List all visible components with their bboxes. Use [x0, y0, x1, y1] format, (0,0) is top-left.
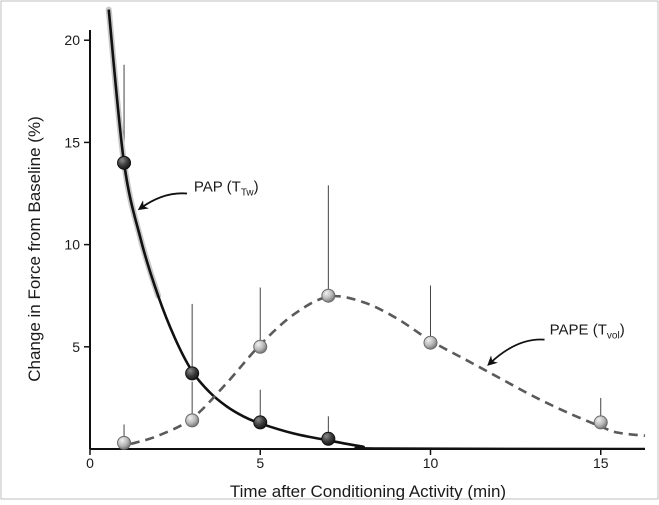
x-tick-label: 0: [86, 455, 94, 471]
series-0-point: [185, 366, 200, 381]
curves-layer: [105, 6, 646, 449]
y-tick-label: 15: [64, 134, 80, 150]
annotation-arrow: [137, 192, 188, 211]
series-0-line: [107, 9, 646, 449]
series-1-point: [321, 288, 336, 303]
y-tick-label: 20: [64, 32, 80, 48]
series-1-point: [593, 415, 608, 430]
annotations-layer: PAP (TTw) PAPE (Tvol): [137, 178, 625, 366]
series-0-point: [253, 415, 268, 430]
y-tick-label: 10: [64, 237, 80, 253]
annotation-label: PAPE (Tvol): [550, 322, 625, 342]
error-bars-layer: [123, 64, 602, 443]
annotation-arrow: [487, 338, 545, 366]
axes-layer: 5 10 15 20 0 5 10 15: [64, 30, 645, 471]
x-axis-title: Time after Conditioning Activity (min): [230, 482, 506, 500]
series-1-point: [423, 335, 438, 350]
series-0-point: [117, 155, 132, 170]
series-1-point: [185, 413, 200, 428]
series-1-point: [117, 435, 132, 450]
series-1-line: [130, 294, 646, 446]
x-tick-label: 15: [593, 455, 609, 471]
y-axis-title: Change in Force from Baseline (%): [25, 116, 44, 382]
markers-layer: [117, 155, 608, 450]
y-tick-label: 5: [72, 339, 80, 355]
series-0-halo: [105, 6, 162, 299]
series-1-point: [253, 339, 268, 354]
x-tick-label: 5: [256, 455, 264, 471]
series-0-point: [321, 431, 336, 446]
x-tick-label: 10: [423, 455, 439, 471]
annotation-label: PAP (TTw): [194, 178, 259, 198]
